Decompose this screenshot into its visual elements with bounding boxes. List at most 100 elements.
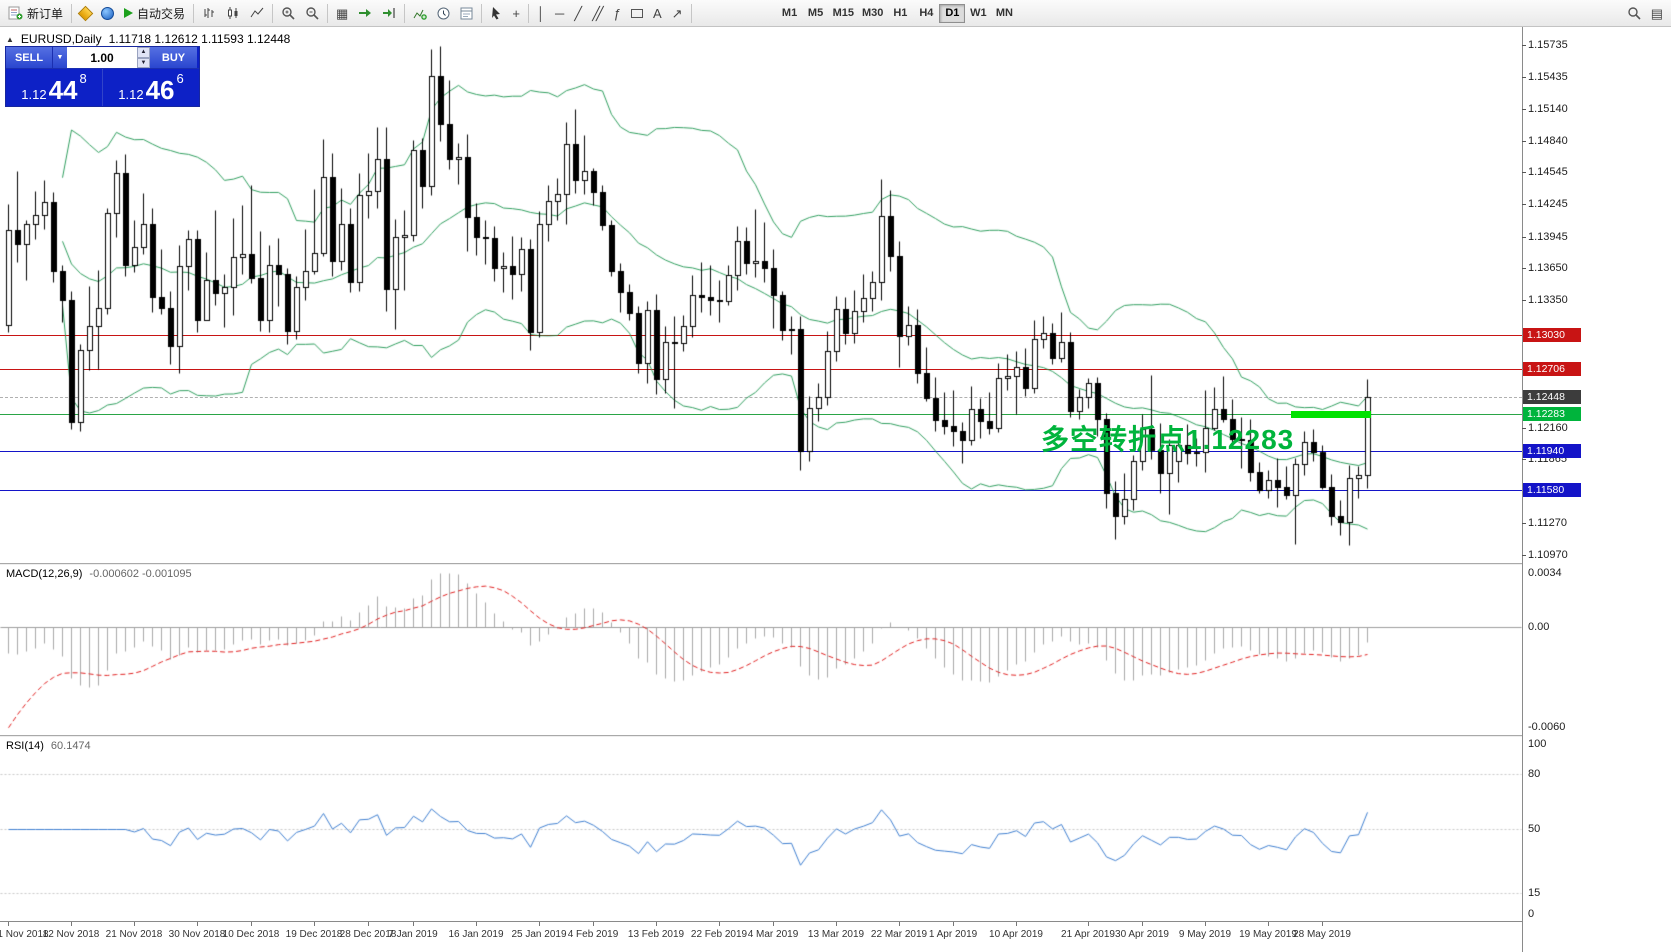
time-axis[interactable]: 1 Nov 2018 12 Nov 2018 21 Nov 2018 30 Nov 2… — [0, 921, 1522, 952]
date-label: 28 May 2019 — [1293, 929, 1351, 940]
toolbar-separator — [481, 3, 483, 23]
turning-point-highlight[interactable] — [1291, 411, 1371, 418]
volume-decrease-button[interactable]: ▼ — [137, 57, 150, 68]
buy-button[interactable]: BUY — [150, 47, 197, 68]
cursor-button[interactable] — [485, 2, 507, 24]
timeframe-button-m5[interactable]: M5 — [803, 4, 829, 23]
time-axis-tick — [368, 922, 369, 926]
indicators-button[interactable] — [408, 2, 432, 24]
price-axis-tick — [1522, 204, 1526, 205]
shapes-icon — [630, 8, 643, 18]
periods-button[interactable] — [432, 2, 455, 24]
pane-splitter[interactable] — [0, 735, 1522, 737]
date-label: 30 Apr 2019 — [1115, 929, 1169, 940]
text-button[interactable]: A — [648, 2, 667, 24]
price-axis-tick — [1522, 45, 1526, 46]
price-axis-tick — [1522, 77, 1526, 78]
new-order-button[interactable]: 新订单 — [3, 2, 68, 24]
trendline-button[interactable]: ╱ — [569, 2, 587, 24]
buy-price-button[interactable]: 1.12 46 6 — [103, 69, 199, 106]
indicator-axis-label: 100 — [1528, 738, 1547, 750]
zoom-out-button[interactable] — [300, 2, 324, 24]
price-level-badge: 1.12706 — [1523, 362, 1581, 376]
vertical-line-button[interactable]: │ — [532, 2, 550, 24]
bar-chart-icon — [204, 8, 215, 18]
price-axis-label: 1.15435 — [1528, 71, 1568, 83]
horizontal-line-button[interactable]: ─ — [550, 2, 569, 24]
price-level-badge: 1.11940 — [1523, 444, 1581, 458]
indicator-axis-label: 0.0034 — [1528, 567, 1562, 579]
search-button[interactable] — [1622, 2, 1646, 24]
shapes-button[interactable] — [626, 2, 648, 24]
price-axis-tick — [1522, 172, 1526, 173]
sell-price-button[interactable]: 1.12 44 8 — [6, 69, 103, 106]
pane-splitter[interactable] — [0, 563, 1522, 565]
metaeditor-icon — [77, 5, 94, 21]
line-chart-icon — [250, 7, 264, 18]
timeframe-button-w1[interactable]: W1 — [965, 4, 991, 23]
autotrading-play-icon — [124, 8, 134, 18]
zoom-in-button[interactable] — [276, 2, 300, 24]
new-order-icon — [8, 6, 23, 20]
crosshair-button[interactable]: + — [507, 2, 525, 24]
arrows-button[interactable]: ↗ — [667, 2, 688, 24]
timeframe-button-h1[interactable]: H1 — [887, 4, 913, 23]
turning-point-label[interactable]: 多空转折点1.12283 — [1041, 424, 1295, 455]
time-axis-tick — [1268, 922, 1269, 926]
tile-windows-button[interactable]: ▦ — [331, 2, 353, 24]
tile-windows-icon: ▦ — [336, 5, 349, 21]
timeframe-button-m1[interactable]: M1 — [777, 4, 803, 23]
toolbar-separator — [71, 3, 73, 23]
chart-profiles-button[interactable]: ▤ — [1646, 2, 1668, 24]
rsi-title: RSI(14) — [6, 740, 44, 752]
date-label: 21 Apr 2019 — [1061, 929, 1115, 940]
chart-bars-button[interactable] — [197, 2, 221, 24]
fibonacci-button[interactable]: ƒ — [609, 2, 626, 24]
chart-line-button[interactable] — [245, 2, 269, 24]
time-axis-tick — [1142, 922, 1143, 926]
price-axis-tick — [1522, 523, 1526, 524]
channel-button[interactable]: ╱╱ — [587, 2, 609, 24]
market-button[interactable] — [96, 2, 119, 24]
time-axis-tick — [71, 922, 72, 926]
timeframe-button-h4[interactable]: H4 — [913, 4, 939, 23]
trendline-icon: ╱ — [574, 5, 583, 21]
macd-canvas[interactable] — [0, 565, 1522, 735]
buy-price-sup: 6 — [176, 71, 184, 86]
chart-shift-button[interactable] — [377, 2, 401, 24]
time-axis-tick — [251, 922, 252, 926]
buy-price-big: 46 — [145, 75, 175, 105]
timeframe-button-mn[interactable]: MN — [991, 4, 1017, 23]
price-axis[interactable]: 1.15735 1.15435 1.15140 1.14840 1.14545 1.142… — [1522, 27, 1670, 952]
price-level-badge: 1.12283 — [1523, 407, 1581, 421]
one-click-trading-panel: SELL ▼ ▲ ▼ BUY 1.12 44 8 1.12 46 6 — [5, 46, 200, 107]
indicator-axis-label: 0 — [1528, 908, 1535, 920]
volume-dropdown-button[interactable]: ▼ — [52, 47, 67, 68]
price-axis-tick — [1522, 237, 1526, 238]
templates-button[interactable] — [455, 2, 478, 24]
chart-window: 多空转折点1.12283 ▲ EURUSD,Daily 1.11718 1.12… — [0, 27, 1671, 952]
auto-scroll-button[interactable] — [353, 2, 377, 24]
volume-input[interactable] — [67, 47, 137, 68]
price-axis-label: 1.13350 — [1528, 294, 1568, 306]
rsi-canvas[interactable] — [0, 737, 1522, 921]
arrow-icon: ↗ — [671, 5, 683, 21]
timeframe-button-d1[interactable]: D1 — [939, 3, 966, 23]
autotrading-button[interactable]: 自动交易 — [119, 2, 190, 24]
chart-candles-button[interactable] — [221, 2, 245, 24]
time-axis-tick — [413, 922, 414, 926]
metaeditor-button[interactable] — [75, 2, 96, 24]
indicator-axis-label: -0.0060 — [1528, 721, 1566, 733]
sell-button[interactable]: SELL — [6, 47, 52, 68]
fibonacci-icon: ƒ — [613, 5, 621, 21]
price-level-badge: 1.11580 — [1523, 483, 1581, 497]
volume-increase-button[interactable]: ▲ — [137, 47, 150, 58]
date-label: 25 Jan 2019 — [511, 929, 567, 940]
price-axis-tick — [1522, 141, 1526, 142]
timeframe-button-m30[interactable]: M30 — [858, 4, 887, 23]
main-chart-canvas[interactable] — [0, 27, 1522, 563]
one-click-toggle-icon[interactable]: ▲ — [6, 34, 14, 44]
time-axis-tick — [953, 922, 954, 926]
timeframe-button-m15[interactable]: M15 — [829, 4, 858, 23]
toolbar-separator — [193, 3, 195, 23]
